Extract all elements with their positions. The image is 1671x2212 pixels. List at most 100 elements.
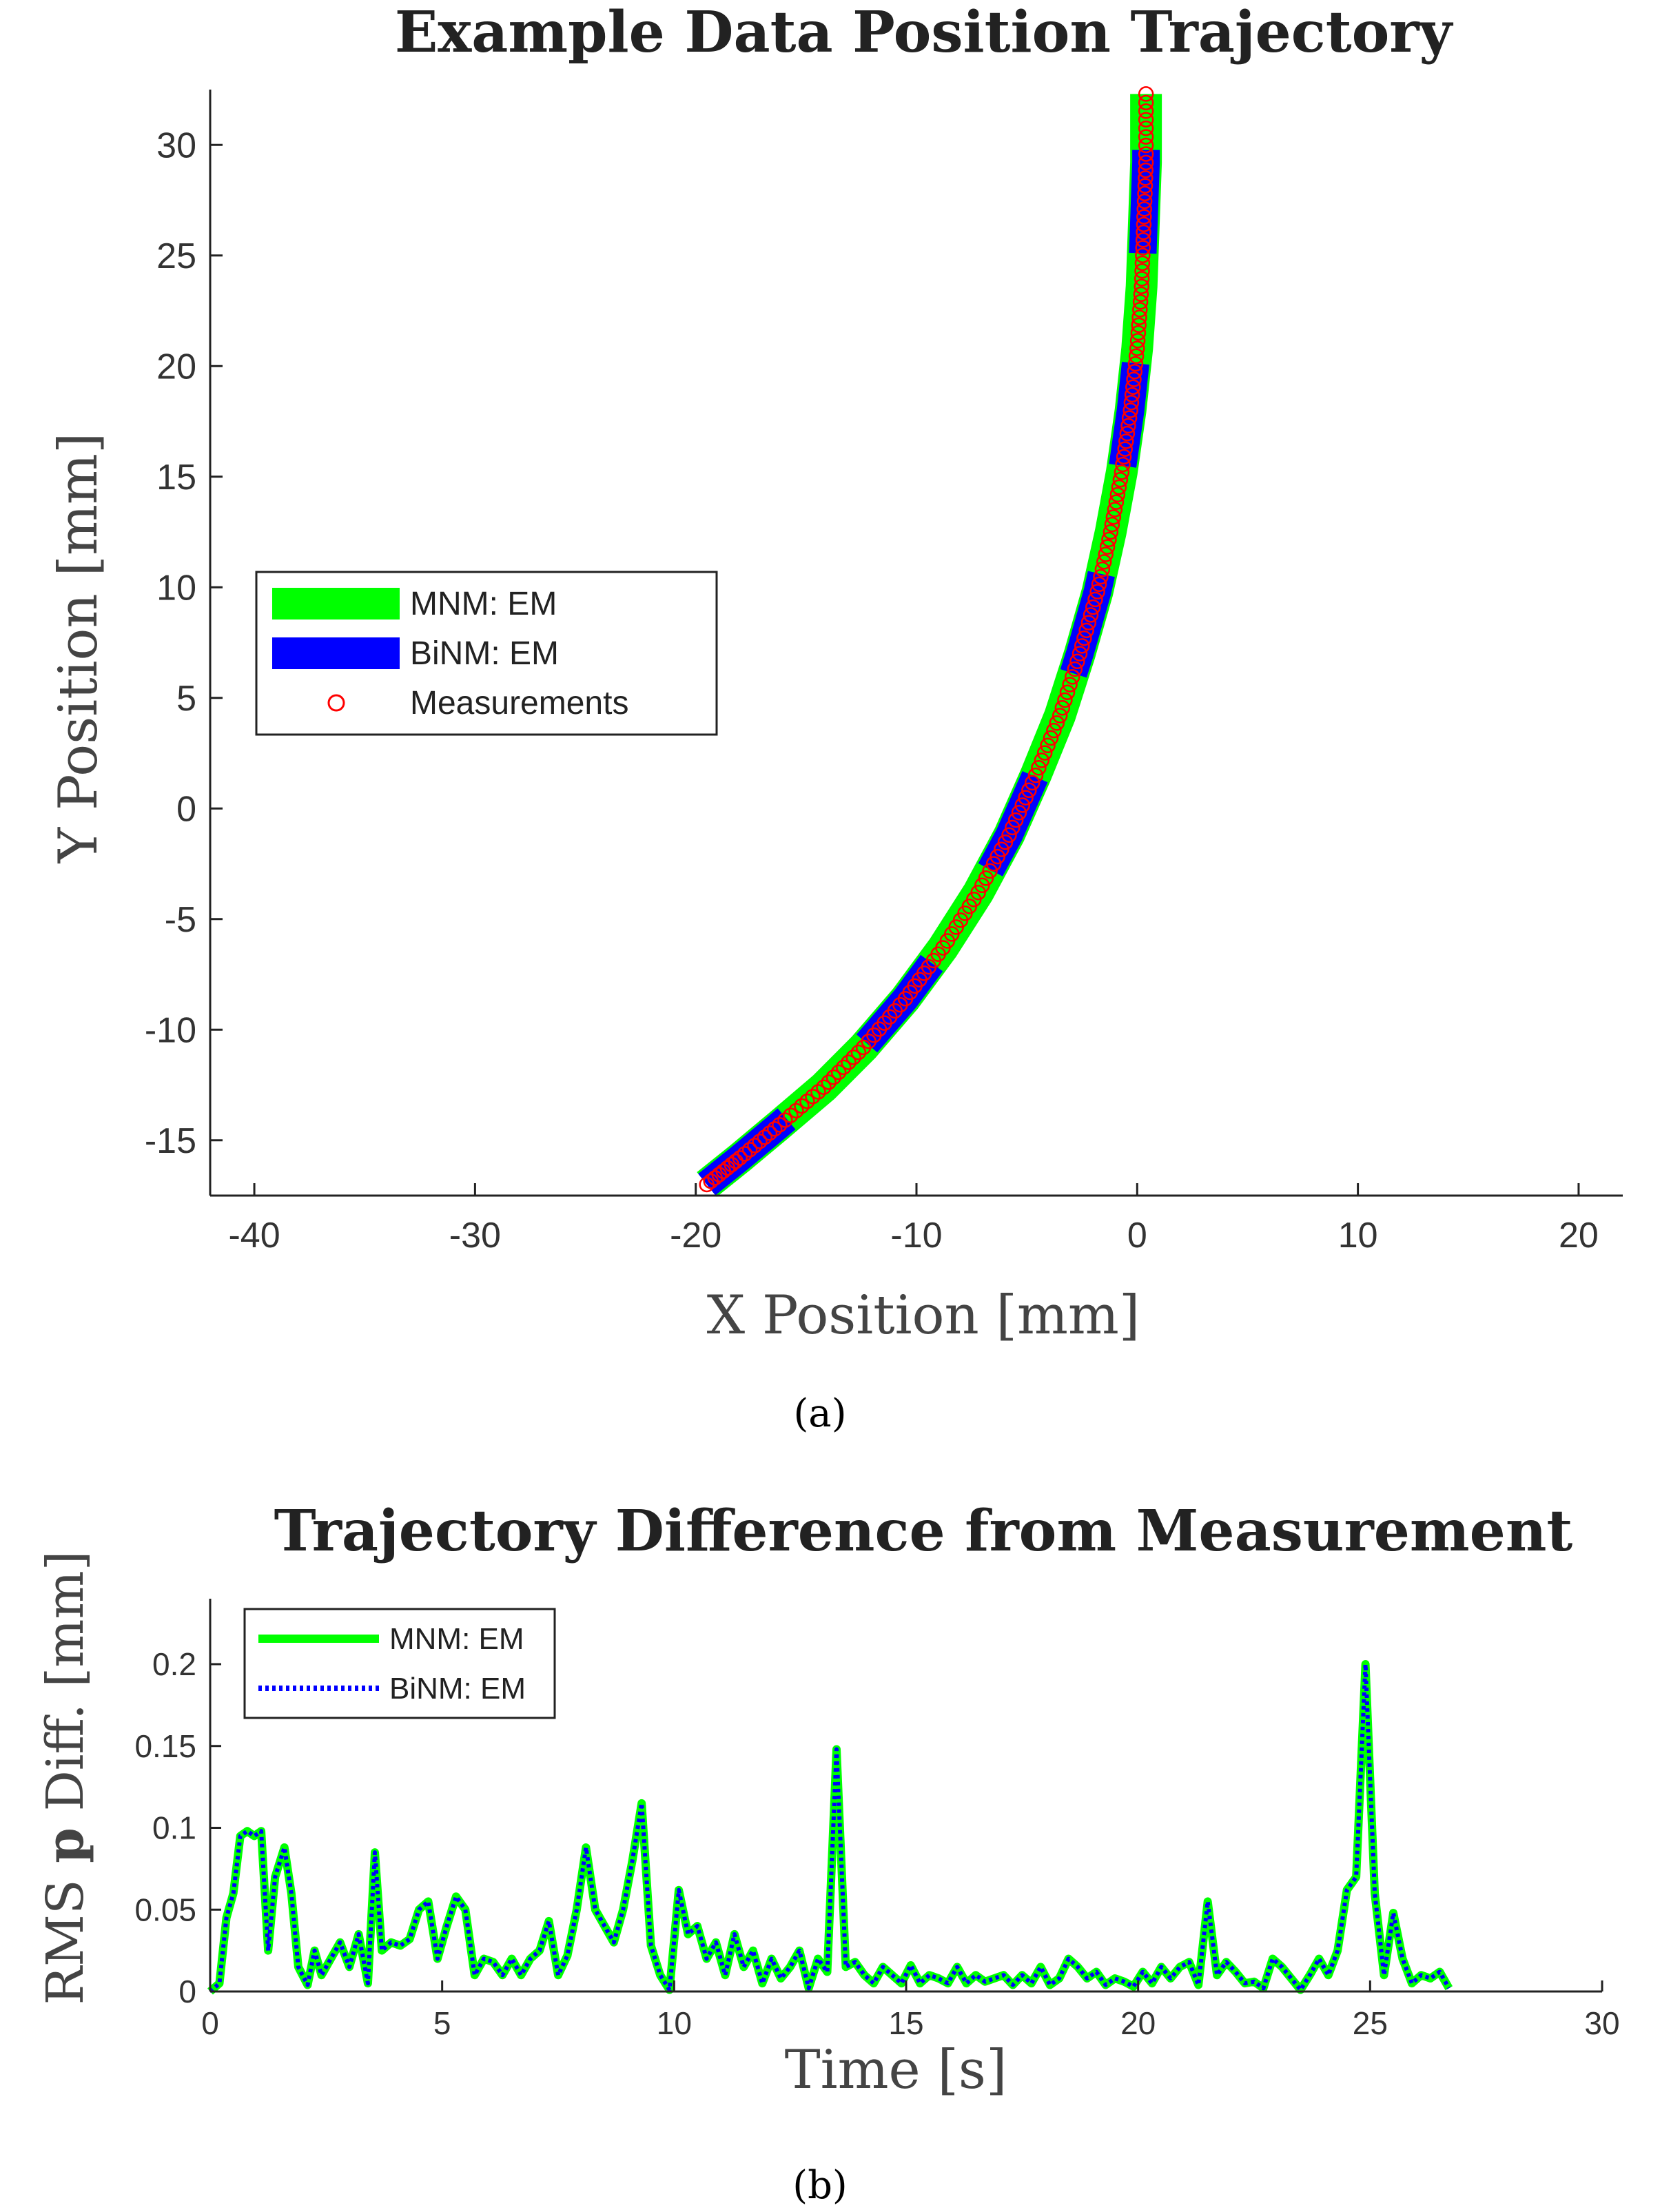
- panel-b-title: Trajectory Difference from Measurement: [274, 1498, 1573, 1564]
- panel-a-measurement-point: [1018, 790, 1034, 806]
- panel-a: Example Data Position Trajectory -40 -30 -…: [48, 0, 1623, 1436]
- panel-a-legend-marker-measurements: [327, 694, 345, 712]
- panel-a-legend-label-binm: BiNM: EM: [410, 635, 559, 672]
- panel-a-measurement-point: [1138, 162, 1154, 178]
- panel-a-y-tick-label: 10: [156, 568, 196, 608]
- panel-b-y-axis-label: RMS p Diff. [mm]: [36, 1550, 95, 2005]
- panel-b-legend-box: [243, 1608, 556, 1719]
- panel-b-y-tick-label: 0.05: [134, 1892, 196, 1927]
- panel-a-measurement-point: [1138, 103, 1154, 119]
- panel-a-measurement-point: [1137, 185, 1153, 202]
- panel-a-y-tick-label: 0: [176, 789, 196, 829]
- panel-a-measurement-point: [1126, 371, 1142, 387]
- panel-a-legend-label-mnm: MNM: EM: [410, 586, 557, 622]
- panel-b-x-ticks: 0 5 10 15 20 25 30: [201, 1980, 1620, 2041]
- panel-a-measurement-point: [1138, 137, 1154, 154]
- panel-a-measurement-point: [1135, 247, 1151, 263]
- panel-b-y-tick-label: 0.1: [152, 1810, 196, 1846]
- panel-a-measurement-point: [1134, 278, 1149, 294]
- panel-b-y-label-part-2: p: [36, 1827, 95, 1863]
- panel-a-measurement-point: [766, 1121, 783, 1137]
- panel-a-x-ticks: -40 -30 -20 -10 0 10 20: [228, 1183, 1599, 1256]
- panel-a-measurement-point: [1052, 708, 1068, 724]
- panel-a-measurement-point: [1027, 767, 1044, 784]
- panel-b-x-axis-label: Time [s]: [785, 2039, 1007, 2101]
- panel-a-measurement-point: [1021, 782, 1037, 799]
- panel-a-measurement-point: [1138, 94, 1154, 111]
- panel-b-legend-label-binm: BiNM: EM: [389, 1672, 526, 1706]
- panel-b-x-tick-label: 15: [888, 2005, 923, 2041]
- panel-a-measurement-point: [1134, 255, 1151, 272]
- panel-a-x-tick-label: 10: [1338, 1216, 1378, 1256]
- panel-a-series-mnm-line: [697, 94, 1162, 1197]
- panel-a-measurement-point: [1103, 524, 1119, 540]
- panel-b-x-tick-label: 20: [1120, 2005, 1156, 2041]
- panel-a-measurement-point: [1138, 112, 1154, 127]
- panel-a-measurement-point: [1130, 325, 1147, 341]
- panel-a-measurement-point: [1134, 271, 1150, 287]
- panel-a-x-tick-label: -40: [228, 1216, 280, 1256]
- panel-a-measurement-point: [747, 1138, 763, 1154]
- panel-a-x-tick-label: -30: [449, 1216, 501, 1256]
- panel-a-measurement-point: [1085, 599, 1101, 615]
- panel-a-y-tick-label: 5: [176, 679, 196, 719]
- panel-a-measurement-point: [978, 870, 994, 886]
- panel-b-y-label-part-3: Diff. [mm]: [36, 1550, 95, 1827]
- panel-a-measurement-point: [1001, 827, 1017, 843]
- panel-a-measurement-point: [1062, 677, 1078, 693]
- panel-a-measurement-point: [985, 856, 1002, 872]
- panel-a-measurement-point: [1135, 232, 1151, 248]
- panel-a-x-tick-label: 0: [1127, 1216, 1147, 1256]
- panel-b-x-tick-label: 25: [1353, 2005, 1388, 2041]
- panel-b-x-tick-label: 10: [657, 2005, 692, 2041]
- panel-a-measurement-point: [741, 1142, 758, 1158]
- panel-a-measurement-point: [1131, 317, 1147, 334]
- panel-a-measurement-point: [783, 1107, 799, 1123]
- panel-a-measurement-point: [777, 1112, 793, 1128]
- panel-a-x-tick-label: -10: [890, 1216, 942, 1256]
- panel-a-measurement-point: [1116, 449, 1132, 465]
- panel-b: Trajectory Difference from Measurement 0…: [36, 1498, 1620, 2208]
- panel-a-measurement-point: [982, 863, 998, 879]
- panel-a-measurement-point: [1138, 170, 1154, 186]
- panel-a-measurement-point: [1138, 154, 1154, 171]
- panel-a-measurement-point: [1096, 554, 1112, 570]
- panel-a-measurement-point: [836, 1059, 852, 1076]
- panel-a-measurement-point: [1078, 622, 1094, 639]
- panel-a-measurement-point: [1123, 394, 1140, 411]
- panel-a-measurement-point: [1091, 576, 1107, 593]
- panel-b-x-tick-label: 5: [433, 2005, 451, 2041]
- panel-a-y-tick-label: 30: [156, 125, 196, 165]
- panel-a-measurement-point: [1036, 745, 1053, 761]
- panel-a-measurement-point: [1115, 456, 1131, 473]
- panel-a-measurement-point: [737, 1146, 753, 1162]
- panel-a-measurement-point: [816, 1079, 832, 1095]
- panel-a-title: Example Data Position Trajectory: [395, 0, 1454, 65]
- panel-a-measurement-point: [1059, 684, 1076, 700]
- panel-a-measurement-point: [1136, 209, 1152, 225]
- panel-a-measurement-point: [1136, 216, 1152, 233]
- panel-a-measurement-point: [1067, 661, 1083, 677]
- panel-a-measurement-point: [788, 1103, 804, 1119]
- panel-a-measurement-point: [1136, 201, 1152, 217]
- panel-a-y-axis-label: Y Position [mm]: [48, 433, 110, 864]
- panel-a-measurement-point: [1098, 546, 1114, 562]
- panel-a-measurement-point: [1087, 591, 1103, 608]
- panel-a-measurement-point: [1138, 120, 1154, 136]
- panel-a-measurement-point: [1112, 471, 1129, 488]
- panel-a-caption: (a): [793, 1391, 846, 1436]
- panel-a-measurement-point: [1135, 240, 1151, 256]
- panel-a-measurement-point: [732, 1150, 748, 1166]
- panel-a-measurement-point: [1136, 224, 1151, 240]
- panel-a-measurement-point: [1099, 539, 1116, 555]
- panel-a-measurement-point: [1076, 630, 1092, 646]
- panel-a-measurement-point: [1133, 286, 1149, 303]
- panel-a-measurement-point: [830, 1064, 847, 1081]
- panel-a-y-tick-label: 25: [156, 236, 196, 276]
- panel-a-measurement-point: [1034, 752, 1050, 768]
- panel-a-measurement-point: [1138, 86, 1154, 102]
- panel-a-measurement-point: [794, 1098, 810, 1114]
- panel-a-measurement-point: [1024, 775, 1040, 791]
- panel-a-measurement-point: [1083, 607, 1099, 623]
- panel-a-measurement-point: [1136, 193, 1153, 209]
